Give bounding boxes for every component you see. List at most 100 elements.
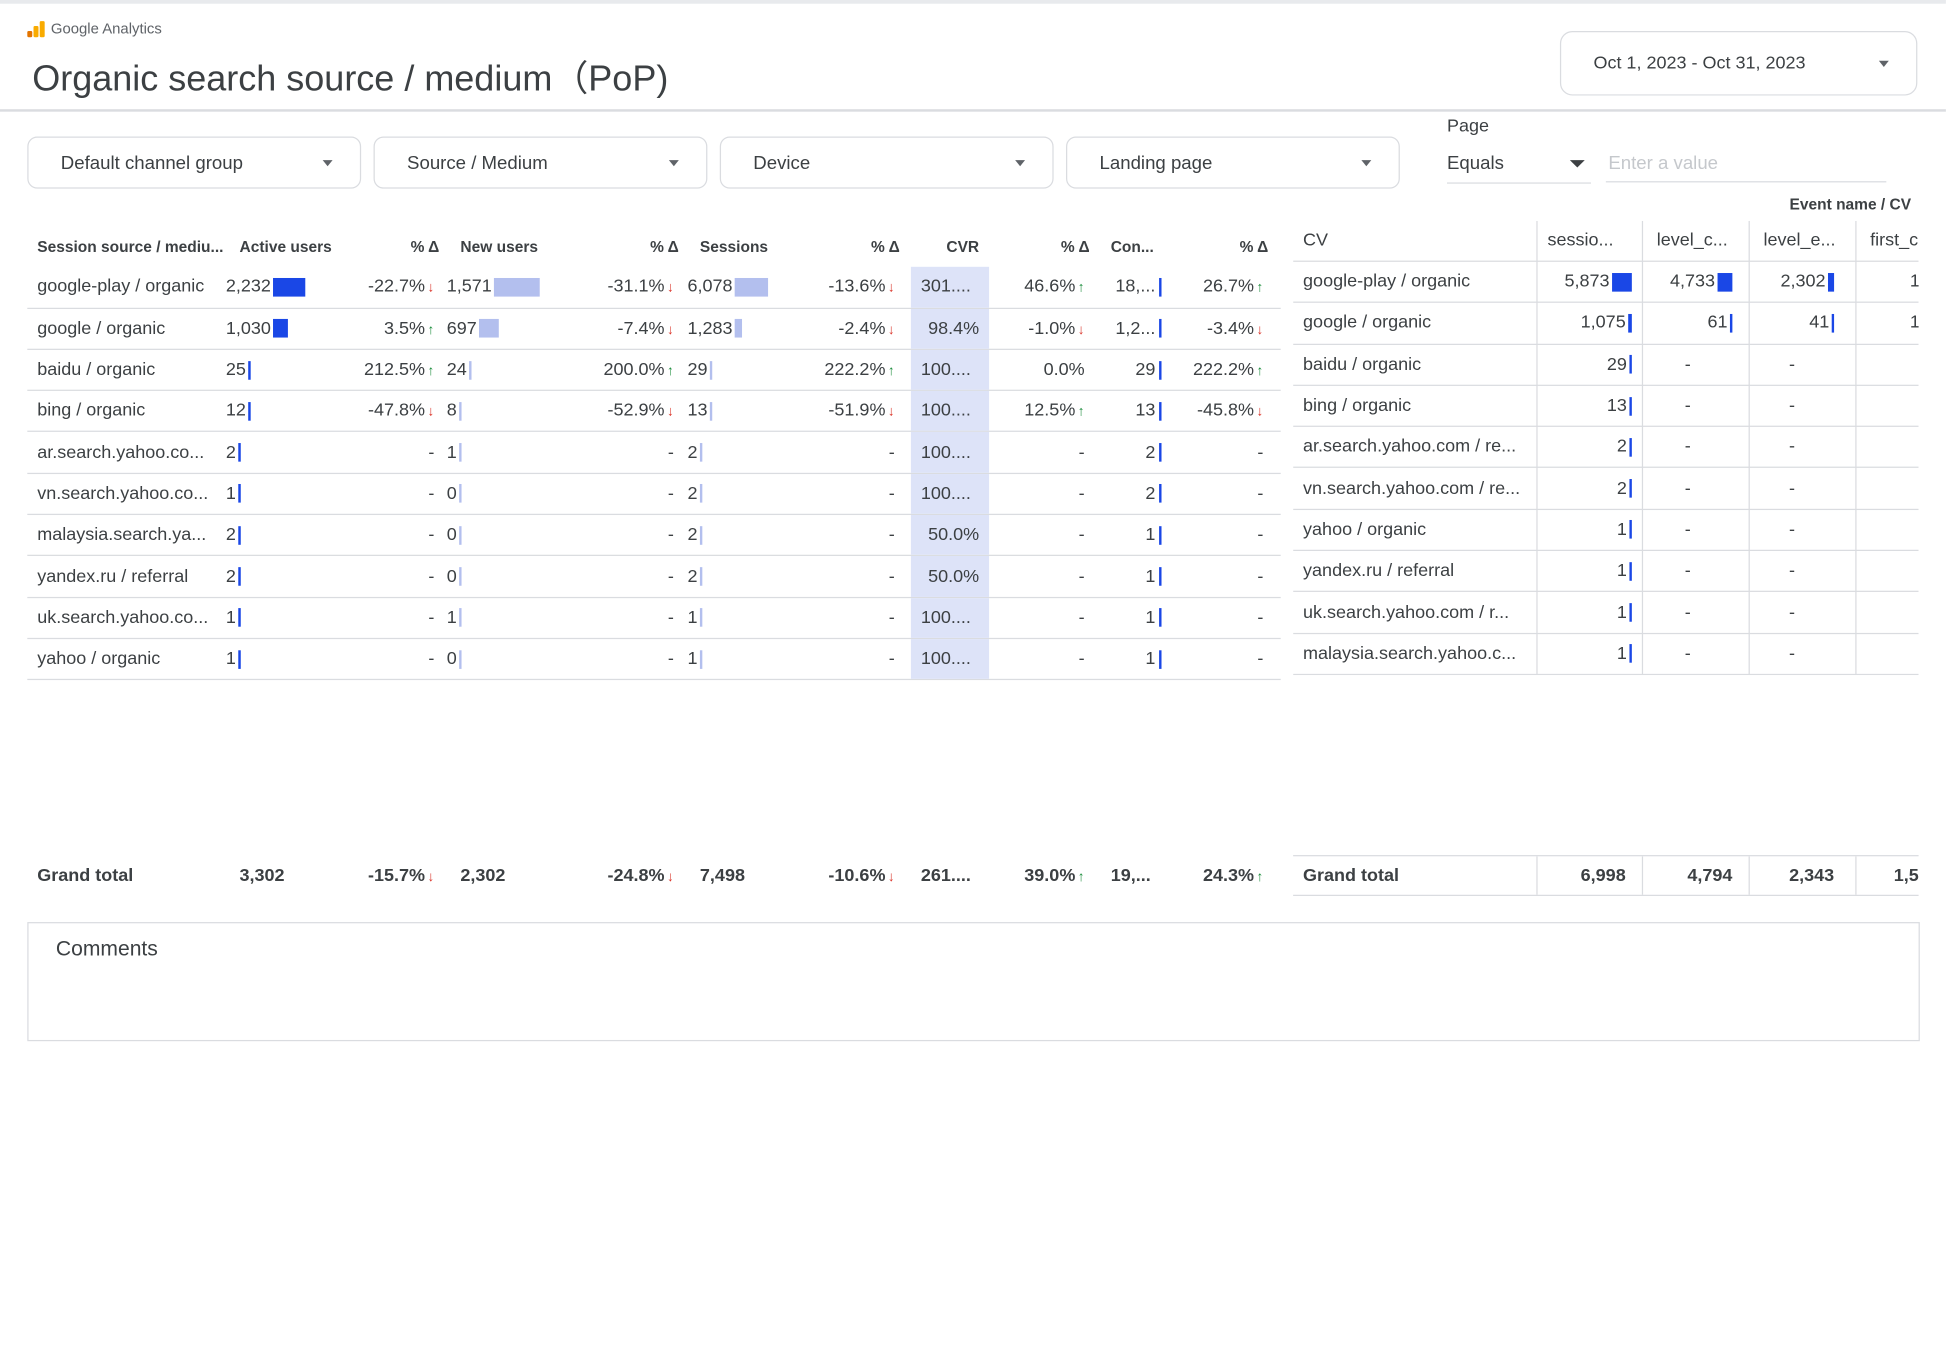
value-bar (1159, 401, 1162, 421)
new-users-change-cell: - (580, 556, 674, 596)
level-e-cell-value: 2,302 (1780, 271, 1826, 292)
change-value: - (888, 566, 895, 587)
table-row[interactable]: google / organic 1,075 61 41 1 (1293, 303, 1919, 345)
active-users-change-cell: - (340, 556, 434, 596)
sessions-cell: 5,873 (1538, 262, 1632, 302)
value-bar (469, 360, 472, 380)
comments-box[interactable]: Comments (27, 922, 1920, 1042)
table-row[interactable]: malaysia.search.ya... 2-0-2-50.0% -1- (27, 515, 1281, 557)
column-header[interactable]: % Δ (650, 237, 679, 256)
column-header[interactable]: Session source / mediu... (37, 237, 224, 256)
cvr-change-cell: - (990, 432, 1085, 472)
column-header[interactable]: % Δ (1060, 237, 1090, 256)
cvr-cell: 100.... (910, 349, 990, 390)
table-row[interactable]: uk.search.yahoo.com / r... 1 - - (1293, 592, 1919, 634)
column-header[interactable]: CV (1303, 230, 1329, 251)
change-value: -7.4% (618, 319, 674, 339)
dropdown-caret-icon (322, 160, 333, 167)
change-value: - (667, 483, 674, 504)
value-bar (1717, 272, 1733, 292)
filter-default-channel-group[interactable]: Default channel group (27, 136, 362, 189)
table-row[interactable]: google-play / organic 5,873 4,733 2,302 1,57 (1293, 262, 1919, 304)
table-row[interactable]: google / organic 1,030 3.5% 697 -7.4% 1,283 -2… (27, 308, 1281, 350)
level-c-cell-value: - (1684, 643, 1691, 664)
change-value: 24.3% (1203, 866, 1263, 886)
value-bar (735, 319, 743, 338)
column-header[interactable]: % Δ (410, 237, 440, 256)
active-users-change-cell: - (340, 598, 434, 638)
brand-logo: Google Analytics (27, 19, 162, 39)
active-users-value: 2 (225, 442, 236, 463)
date-range-picker[interactable]: Oct 1, 2023 - Oct 31, 2023 (1559, 31, 1918, 96)
table-row[interactable]: bing / organic 12 -47.8% 8 -52.9% 13 -51.9% 100… (27, 391, 1281, 433)
filter-device[interactable]: Device (719, 136, 1054, 189)
table-row[interactable]: yandex.ru / referral 2-0-2-50.0% -1- (27, 556, 1281, 598)
page-filter-operator[interactable]: Equals (1447, 144, 1591, 184)
new-users-change-cell: 200.0% (580, 350, 674, 390)
sessions-cell: 1 (1538, 592, 1632, 632)
column-header[interactable]: Con... (1110, 237, 1154, 256)
column-header[interactable]: New users (460, 237, 539, 256)
sessions-cell: 1 (1538, 551, 1632, 591)
grand-total-level-c: 4,794 (1687, 865, 1733, 886)
table-row[interactable]: yahoo / organic 1-0-1-100.... -1- (27, 639, 1281, 681)
level-e-cell-value: - (1788, 519, 1796, 540)
new-users-cell: 697 (447, 309, 500, 349)
new-users-value: 1,571 (446, 277, 492, 298)
cv-source-cell: google-play / organic (1303, 271, 1471, 292)
active-users-cell: 2 (226, 515, 338, 555)
value-bar (1159, 484, 1162, 504)
table-row[interactable]: ar.search.yahoo.com / re... 2 - - (1293, 427, 1919, 469)
conversions-change-cell: -3.4% (1169, 309, 1263, 349)
value-bar (238, 443, 241, 462)
level-c-cell-value: - (1684, 478, 1691, 499)
table-header-row: CV sessio... level_c... level_e... first… (1293, 221, 1919, 262)
new-users-value: 1 (446, 607, 457, 628)
table-row[interactable]: ar.search.yahoo.co... 2-1-2-100.... -2- (27, 432, 1281, 474)
table-row[interactable]: baidu / organic 25 212.5% 24 200.0% 29 222.2% 1… (27, 349, 1281, 392)
change-value: - (1257, 483, 1264, 504)
table-row[interactable]: vn.search.yahoo.co... 1-0-2-100.... -2- (27, 473, 1281, 516)
change-value: - (428, 607, 435, 628)
table-row[interactable]: malaysia.search.yahoo.c... 1 - - (1293, 634, 1919, 676)
filter-source-medium[interactable]: Source / Medium (373, 136, 708, 189)
sessions-value: 2 (687, 442, 698, 463)
column-header[interactable]: sessio... (1547, 230, 1614, 251)
column-header[interactable]: % Δ (871, 237, 900, 256)
table-row[interactable]: yandex.ru / referral 1 - - (1293, 551, 1919, 593)
table-row[interactable]: uk.search.yahoo.co... 1-1-1-100.... -1- (27, 597, 1281, 640)
change-value: - (888, 525, 895, 546)
table-row[interactable]: baidu / organic 29 - - (1293, 344, 1919, 386)
level-e-cell: - (1750, 551, 1834, 591)
change-value: - (667, 566, 674, 587)
column-divider (1855, 220, 1858, 676)
change-value: - (1078, 525, 1085, 546)
column-header[interactable]: level_e... (1763, 230, 1836, 251)
value-bar (1629, 603, 1632, 622)
new-users-cell: 24 (447, 350, 472, 390)
value-bar (700, 567, 703, 586)
active-users-cell: 1 (226, 639, 338, 679)
change-value: - (667, 649, 674, 670)
table-row[interactable]: bing / organic 13 - - (1293, 386, 1919, 428)
change-value: -45.8% (1197, 401, 1263, 421)
table-row[interactable]: google-play / organic 2,232 -22.7% 1,571 -31… (27, 267, 1281, 309)
table-row[interactable]: yahoo / organic 1 - - (1293, 510, 1919, 552)
value-bar (1612, 272, 1632, 292)
sessions-change-cell: - (800, 432, 895, 472)
change-value: 0.0% (1043, 359, 1085, 380)
page-filter-value-input[interactable] (1605, 143, 1887, 183)
column-header[interactable]: Sessions (699, 237, 769, 256)
column-header[interactable]: first_c (1870, 230, 1919, 251)
column-header[interactable]: % Δ (1239, 237, 1269, 256)
value-bar (494, 277, 541, 297)
column-header[interactable]: level_c... (1656, 230, 1728, 251)
column-header[interactable]: Active users (239, 237, 332, 256)
column-header[interactable]: CVR (946, 237, 980, 256)
table-row[interactable]: vn.search.yahoo.com / re... 2 - - (1293, 468, 1919, 510)
source-medium-cell: google / organic (37, 318, 166, 339)
filter-landing-page[interactable]: Landing page (1066, 136, 1400, 189)
dropdown-caret-icon (668, 160, 679, 167)
active-users-cell: 25 (226, 350, 338, 390)
